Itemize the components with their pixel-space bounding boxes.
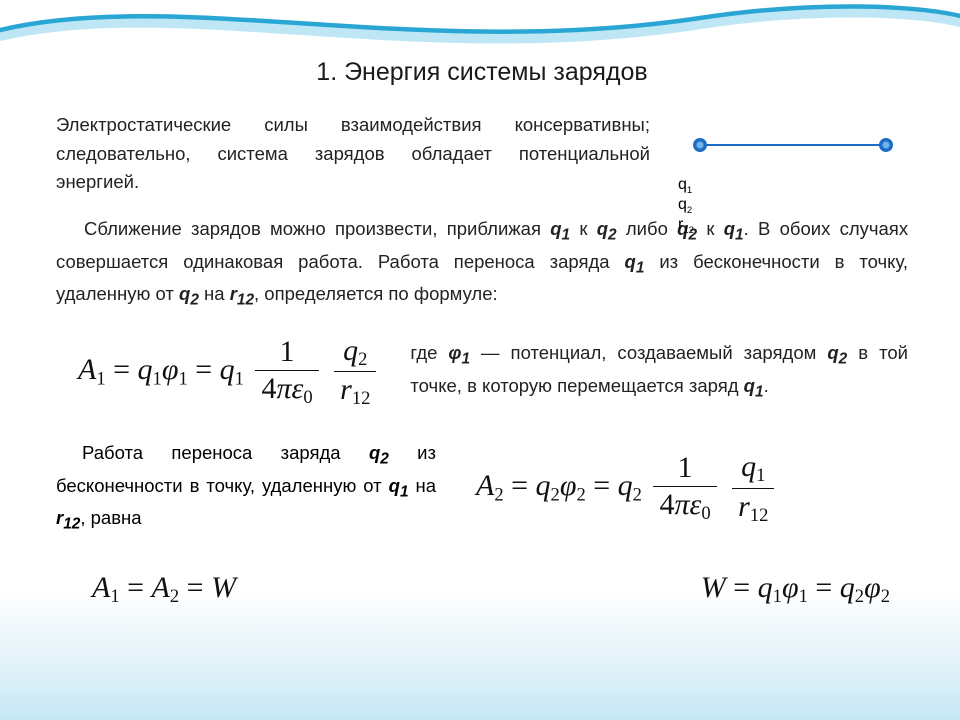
equation-W: W = q1φ1 = q2φ2	[701, 571, 890, 608]
equation-1-description: где φ1 — потенциал, создаваемый зарядом …	[410, 339, 908, 404]
diagram-q1-label: q1	[678, 176, 908, 196]
charge-diagram: q1 q2 r12	[678, 111, 908, 201]
intro-text: Электростатические силы взаимодействия к…	[56, 114, 650, 192]
slide: 1. Энергия системы зарядов Электростатич…	[0, 0, 960, 720]
diagram-q2-label: q2	[678, 196, 908, 216]
intro-row: Электростатические силы взаимодействия к…	[56, 111, 908, 201]
equation-A2: A2 = q2φ2 = q2 1 4πε0 q1 r12	[476, 451, 778, 525]
equation-A1A2W: A1 = A2 = W	[92, 571, 236, 608]
equation-A1: A1 = q1φ1 = q1 1 4πε0 q2 r12	[78, 335, 380, 409]
equation-3-row: A1 = A2 = W W = q1φ1 = q2φ2	[56, 571, 908, 608]
diagram-r-label: r12	[678, 216, 908, 236]
intro-paragraph: Электростатические силы взаимодействия к…	[56, 111, 650, 197]
equation-2-row: Работа переноса заряда q2 из бесконечнос…	[56, 439, 908, 537]
equation-1-row: A1 = q1φ1 = q1 1 4πε0 q2 r12 где φ1 — по…	[56, 335, 908, 409]
diagram-svg	[678, 111, 908, 171]
equation-2-description: Работа переноса заряда q2 из бесконечнос…	[56, 439, 436, 537]
slide-title: 1. Энергия системы зарядов	[56, 58, 908, 87]
